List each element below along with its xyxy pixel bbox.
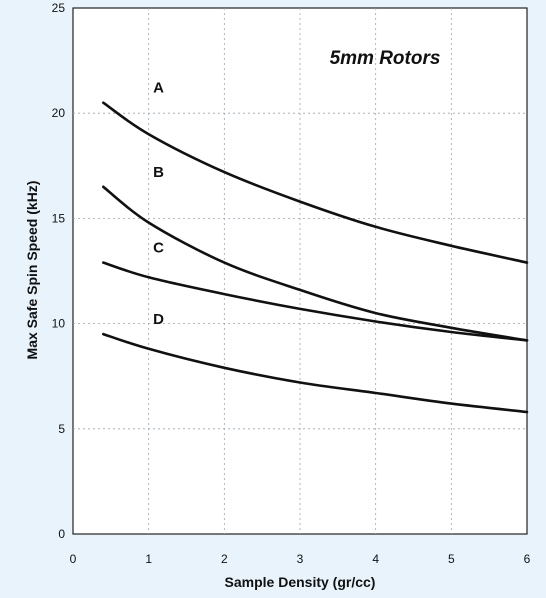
series-d-line <box>102 332 529 414</box>
series-b-line <box>102 185 529 342</box>
grid-lines <box>73 8 527 534</box>
y-tick-label: 5 <box>58 422 65 436</box>
series-labels-group: A B C D <box>153 80 164 328</box>
y-tick-label: 0 <box>58 527 65 541</box>
x-tick-labels: 0 1 2 3 4 5 6 <box>70 552 531 566</box>
y-tick-label: 20 <box>52 106 66 120</box>
x-tick-label: 1 <box>145 552 152 566</box>
series-a-label: A <box>153 80 164 97</box>
series-c-label: C <box>153 240 164 257</box>
series-a-line <box>102 101 529 264</box>
y-tick-label: 15 <box>52 211 66 225</box>
plot-area <box>72 7 528 535</box>
x-tick-label: 3 <box>297 552 304 566</box>
y-tick-label: 25 <box>52 1 66 15</box>
series-b-label: B <box>153 164 164 181</box>
chart-title: 5mm Rotors <box>330 48 441 69</box>
x-tick-label: 0 <box>70 552 77 566</box>
y-tick-label: 10 <box>52 317 66 331</box>
x-tick-label: 6 <box>524 552 531 566</box>
x-axis-title: Sample Density (gr/cc) <box>225 574 376 590</box>
series-d-label: D <box>153 311 164 328</box>
y-tick-labels: 0 5 10 15 20 25 <box>52 1 66 541</box>
series-group <box>102 101 529 414</box>
y-axis-title: Max Safe Spin Speed (kHz) <box>24 181 40 360</box>
x-tick-label: 2 <box>221 552 228 566</box>
x-tick-label: 5 <box>448 552 455 566</box>
x-tick-label: 4 <box>372 552 379 566</box>
series-c-line <box>102 261 529 342</box>
